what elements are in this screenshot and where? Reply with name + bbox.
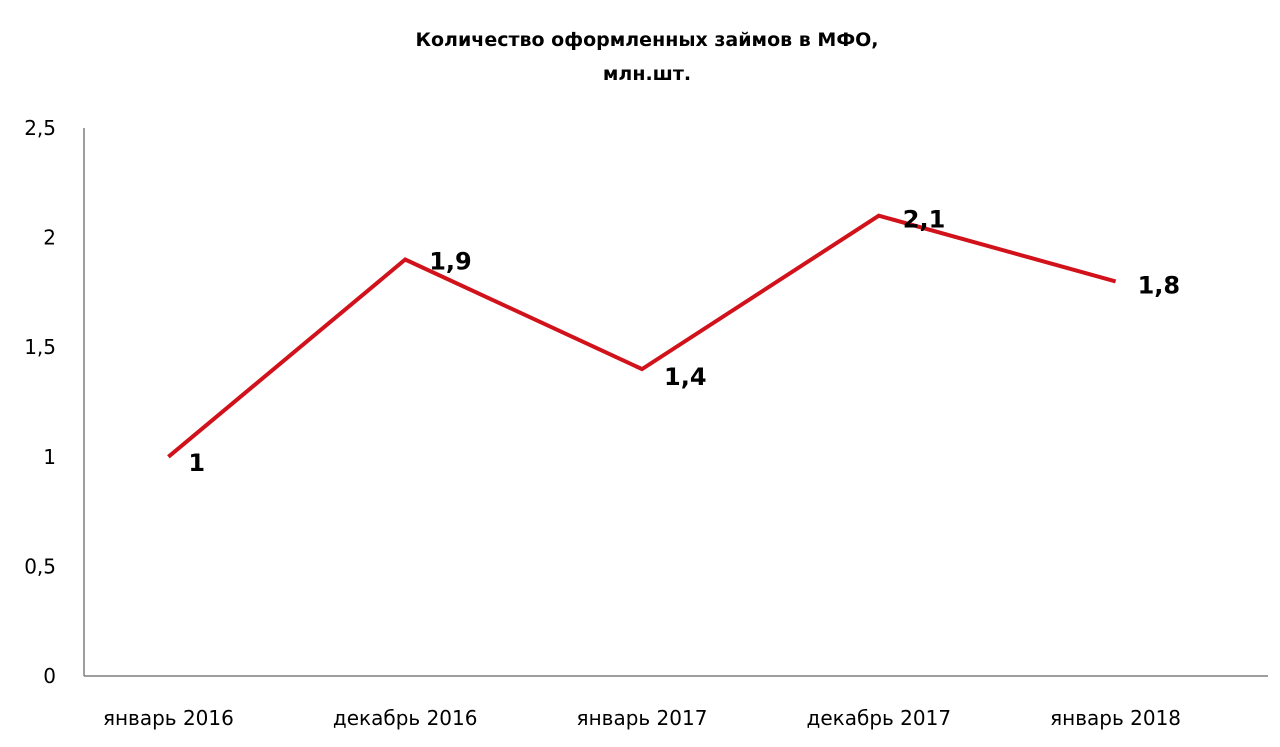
x-tick-label: декабрь 2016	[333, 706, 478, 730]
chart-title: Количество оформленных займов в МФО,	[415, 29, 878, 51]
series-layer	[167, 213, 1117, 459]
x-axis-ticks: январь 2016 декабрь 2016 январь 2017 декабр…	[103, 706, 1181, 730]
x-tick-label: январь 2018	[1050, 706, 1181, 730]
data-label: 2,1	[903, 206, 946, 234]
y-tick-label: 2,5	[24, 116, 56, 140]
data-label: 1	[188, 449, 205, 477]
y-tick-label: 1	[43, 445, 56, 469]
x-tick-label: январь 2016	[103, 706, 234, 730]
y-axis-ticks: 0 0,5 1 1,5 2 2,5	[24, 116, 56, 688]
x-tick-label: декабрь 2017	[807, 706, 952, 730]
chart-subtitle: млн.шт.	[603, 63, 691, 85]
x-tick-label: январь 2017	[577, 706, 708, 730]
data-label: 1,9	[429, 248, 472, 276]
data-label: 1,8	[1138, 271, 1181, 299]
y-tick-label: 2	[43, 226, 56, 250]
data-label: 1,4	[664, 363, 707, 391]
y-tick-label: 0	[43, 664, 56, 688]
series-line	[167, 213, 1117, 459]
data-labels: 1 1,9 1,4 2,1 1,8	[188, 206, 1180, 477]
axes	[83, 128, 1268, 677]
y-tick-label: 0,5	[24, 554, 56, 578]
y-tick-label: 1,5	[24, 335, 56, 359]
